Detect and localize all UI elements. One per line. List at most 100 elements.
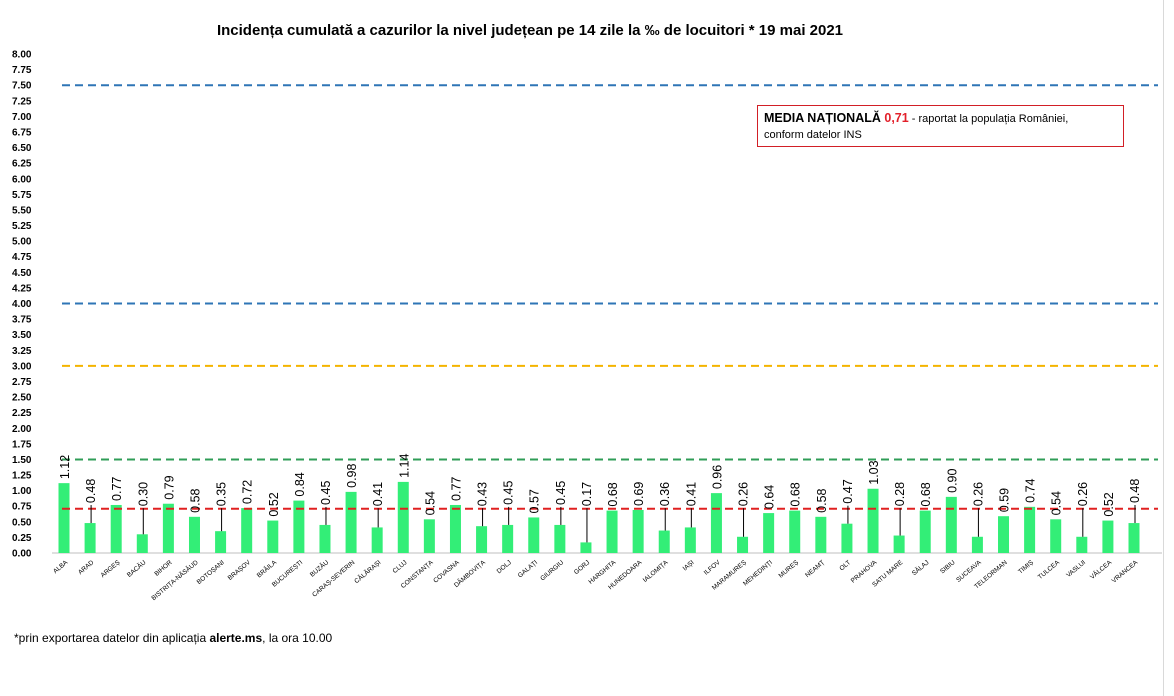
y-tick-label: 0.00: [12, 549, 32, 560]
bar: [867, 488, 879, 553]
x-tick-label: VÂLCEA: [1088, 557, 1114, 581]
right-border: [1163, 0, 1164, 696]
x-tick-label: VASLUI: [1065, 559, 1087, 579]
data-label: 0.30: [136, 482, 150, 506]
data-label: 0.35: [215, 482, 229, 506]
x-tick-label: MEHEDINȚI: [742, 559, 774, 587]
bar: [632, 509, 644, 553]
bar: [737, 536, 749, 553]
y-tick-label: 1.25: [12, 471, 32, 482]
y-tick-label: 5.25: [12, 221, 32, 232]
x-tick-label: TULCEA: [1037, 559, 1062, 581]
data-label: 0.45: [554, 481, 568, 505]
bar: [710, 493, 722, 553]
footnote-bold: alerte.ms: [209, 631, 263, 645]
data-label: 0.54: [1050, 491, 1064, 515]
bar: [502, 524, 514, 553]
x-tick-label: BRAȘOV: [227, 559, 253, 582]
bar: [162, 503, 174, 553]
x-tick-label: MUREȘ: [778, 559, 801, 580]
national-average-note: MEDIA NAȚIONALĂ 0,71 - raportat la popul…: [757, 105, 1124, 147]
y-tick-label: 6.00: [12, 174, 32, 185]
data-label: 0.69: [632, 482, 646, 506]
y-tick-label: 5.75: [12, 190, 32, 201]
data-label: 0.68: [606, 482, 620, 506]
data-label: 0.45: [502, 481, 516, 505]
data-label: 0.36: [658, 482, 672, 506]
data-label: 0.45: [319, 481, 333, 505]
data-label: 0.98: [345, 463, 359, 487]
bar: [528, 517, 540, 553]
x-tick-label: GALAȚI: [517, 559, 539, 579]
bar: [815, 516, 827, 553]
x-tick-label: ARAD: [77, 559, 96, 576]
y-tick-label: 6.75: [12, 127, 32, 138]
data-label: 0.47: [841, 479, 855, 503]
x-tick-label: SIBIU: [939, 559, 957, 575]
bar: [789, 510, 801, 553]
y-tick-label: 5.00: [12, 237, 32, 248]
data-label: 0.48: [1128, 479, 1142, 503]
x-tick-label: SĂLAJ: [909, 558, 930, 578]
footnote: *prin exportarea datelor din aplicația a…: [14, 631, 332, 645]
bar: [1050, 519, 1062, 553]
x-tick-label: ILFOV: [703, 559, 722, 577]
note-line2: conform datelor INS: [764, 129, 862, 141]
data-label: 0.72: [241, 480, 255, 504]
bar: [945, 496, 957, 553]
y-tick-label: 8.00: [12, 50, 32, 61]
x-tick-label: IALOMIȚA: [642, 559, 670, 584]
data-label: 0.57: [528, 489, 542, 513]
bar: [1128, 523, 1140, 553]
bar: [241, 508, 253, 553]
data-label: 0.54: [423, 491, 437, 515]
y-tick-label: 2.25: [12, 408, 32, 419]
bar: [110, 504, 122, 553]
data-label: 0.59: [998, 488, 1012, 512]
bar: [371, 527, 383, 553]
data-label: 0.64: [763, 485, 777, 509]
note-value: 0,71: [884, 111, 909, 125]
data-label: 0.26: [971, 482, 985, 506]
x-tick-label: BIHOR: [153, 559, 174, 578]
bar: [919, 510, 931, 553]
x-tick-label: IAȘI: [682, 559, 696, 572]
y-tick-label: 7.00: [12, 112, 32, 123]
footnote-prefix: *prin exportarea datelor din aplicația: [14, 631, 210, 645]
x-tick-label: ARGEȘ: [100, 559, 122, 579]
y-tick-label: 4.75: [12, 252, 32, 263]
y-tick-label: 1.00: [12, 486, 32, 497]
data-label: 0.52: [1102, 492, 1116, 516]
x-tick-label: BOTOȘANI: [196, 559, 226, 586]
data-label: 0.17: [580, 482, 594, 506]
y-tick-label: 0.25: [12, 533, 32, 544]
y-tick-label: 7.75: [12, 65, 32, 76]
data-label: 0.28: [893, 482, 907, 506]
y-tick-label: 3.75: [12, 315, 32, 326]
data-label: 0.48: [84, 479, 98, 503]
x-tick-label: ALBA: [52, 559, 70, 575]
bar: [580, 542, 592, 553]
x-tick-label: BRĂILA: [255, 557, 279, 579]
bar: [763, 513, 775, 553]
x-tick-label: NEAMȚ: [804, 559, 826, 579]
bar: [345, 491, 357, 553]
data-label: 0.58: [188, 488, 202, 512]
footnote-suffix: , la ora 10.00: [262, 631, 333, 645]
data-label: 1.03: [867, 460, 881, 484]
x-tick-label: DOLJ: [496, 559, 513, 575]
bar: [267, 520, 279, 553]
x-tick-label: VRANCEA: [1111, 559, 1140, 585]
x-tick-label: OLT: [838, 559, 852, 572]
y-tick-label: 0.50: [12, 517, 32, 528]
data-label: 0.84: [293, 472, 307, 496]
bar: [971, 536, 983, 553]
data-label: 1.14: [397, 454, 411, 478]
y-tick-label: 4.25: [12, 283, 32, 294]
x-tick-label: GORJ: [573, 559, 591, 576]
y-tick-label: 5.50: [12, 205, 32, 216]
bar: [841, 523, 853, 553]
chart-title: Incidența cumulată a cazurilor la nivel …: [216, 22, 844, 39]
data-label: 0.79: [162, 475, 176, 499]
